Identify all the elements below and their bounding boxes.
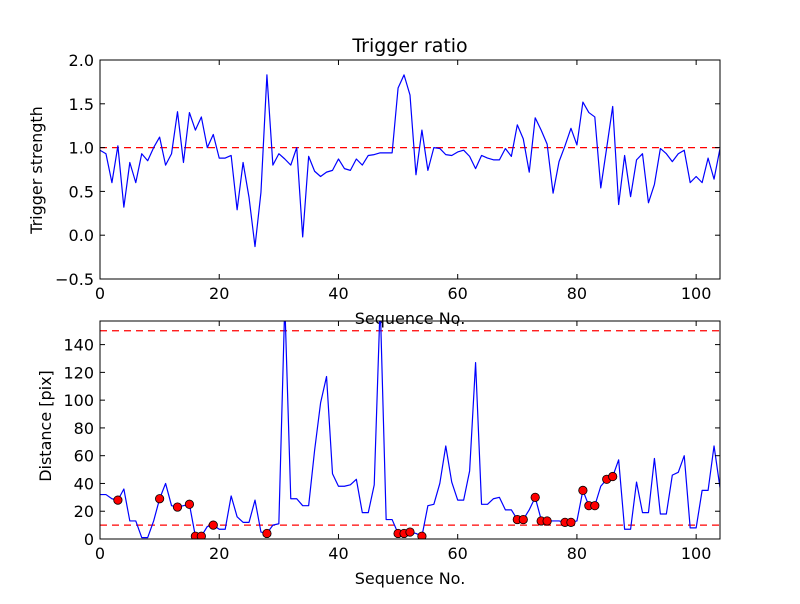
x-tick-label: 0 (95, 544, 105, 563)
y-axis-label: Distance [pix] (36, 370, 55, 482)
x-tick-label: 100 (681, 544, 712, 563)
data-point (405, 527, 415, 537)
data-point (590, 501, 600, 511)
data-point (113, 495, 123, 505)
y-tick-label: 20 (74, 502, 94, 521)
y-tick-label: 1.0 (69, 139, 94, 158)
x-tick-label: 20 (209, 284, 229, 303)
chart-title: Trigger ratio (351, 35, 467, 57)
y-tick-label: 40 (74, 474, 94, 493)
x-tick-label: 60 (448, 544, 468, 563)
data-point (184, 499, 195, 509)
y-tick-label: 80 (74, 419, 94, 438)
x-tick-label: 80 (567, 544, 587, 563)
axes-frame (99, 320, 721, 540)
data-point (172, 502, 183, 512)
y-tick-label: 120 (63, 363, 94, 382)
y-tick-label: 0 (84, 530, 94, 549)
y-axis-label: Trigger strength (27, 106, 46, 235)
data-point (530, 492, 540, 502)
data-point (208, 520, 218, 530)
data-point (566, 517, 576, 527)
x-tick-label: 60 (448, 284, 468, 303)
y-tick-label: 60 (74, 447, 94, 466)
data-point (262, 528, 272, 539)
y-tick-label: −0.5 (55, 270, 94, 289)
distance-panel: Distance [pix] Sequence No. 0 20 40 60 80 100… (36, 320, 721, 588)
y-tick-label: 0.5 (69, 182, 94, 201)
x-axis-label: Sequence No. (355, 309, 466, 328)
data-point (155, 494, 165, 504)
data-point (196, 531, 206, 539)
data-point (518, 514, 528, 525)
x-tick-label: 0 (95, 284, 105, 303)
y-tick-label: 140 (63, 336, 94, 355)
plot-area (100, 74, 720, 248)
x-tick-label: 80 (567, 284, 587, 303)
x-tick-label: 20 (209, 544, 229, 563)
y-tick-label: 100 (63, 391, 94, 410)
trigger-ratio-panel: Trigger ratio Trigger strength Sequence … (27, 35, 721, 328)
x-tick-label: 40 (328, 284, 348, 303)
x-tick-label: 40 (328, 544, 348, 563)
y-tick-label: 2.0 (69, 51, 94, 70)
x-tick-label: 100 (681, 284, 712, 303)
plot-area (100, 321, 720, 539)
y-tick-label: 1.5 (69, 95, 94, 114)
y-tick-label: 0.0 (69, 226, 94, 245)
data-point (542, 516, 552, 526)
data-point (417, 531, 427, 539)
axes-frame (99, 59, 721, 280)
data-point (608, 471, 618, 482)
x-axis-label: Sequence No. (355, 569, 466, 588)
data-point (578, 485, 588, 496)
series-line (100, 74, 720, 248)
